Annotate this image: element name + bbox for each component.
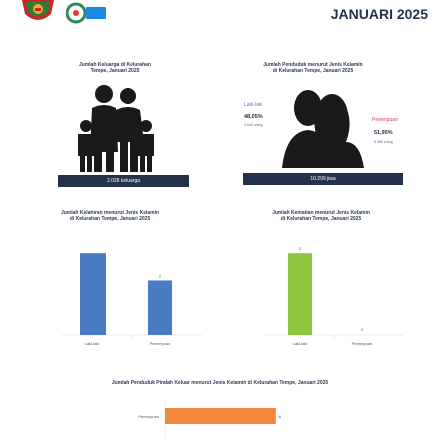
male-percent: 48,05% — [244, 114, 263, 120]
female-label: Perempuan — [372, 117, 398, 123]
deaths-caption-line1: Jumlah Kematian menurut Jenis Kelamin — [272, 210, 370, 216]
births-bar-female — [148, 280, 172, 335]
families-caption-line2: Tempe, Januari 2025 — [90, 68, 140, 74]
migration-bar-female — [165, 408, 276, 424]
deaths-caption: Jumlah Kematian menurut Jenis Kelamin di… — [236, 210, 406, 222]
male-female-silhouette-icon — [282, 90, 364, 168]
deaths-bar-male — [288, 253, 312, 335]
migration-value-label: 6 — [279, 414, 282, 419]
population-caption-line2: di Kelurahan Tempe, Januari 2025 — [272, 68, 354, 74]
desa-cantik-icon — [65, 2, 106, 24]
population-caption-line1: Jumlah Penduduk menurut Jenis Kelamin — [263, 62, 363, 68]
births-caption-line1: Jumlah Kelahiran menurut Jenis Kelamin — [60, 210, 160, 216]
migration-chart: Perempuan 6 — [138, 400, 282, 440]
deaths-chart: 2 0 Laki-laki Perempuan — [264, 246, 404, 346]
families-caption: Jumlah Keluarga di Kelurahan Tempe, Janu… — [40, 62, 190, 74]
families-caption-line1: Jumlah Keluarga di Kelurahan — [79, 62, 151, 68]
births-caption-line2: di Kelurahan Tempe, Januari 2025 — [69, 216, 151, 222]
deaths-value-label-male: 2 — [299, 246, 302, 251]
male-count: 4.949 orang — [244, 123, 263, 127]
deaths-x-label-male: Laki-laki — [293, 341, 308, 346]
births-x-label-female: Perempuan — [150, 341, 171, 346]
migration-caption: Jumlah Penduduk Pindah Keluar menurut Je… — [111, 380, 329, 386]
government-emblem-icon — [22, 0, 54, 20]
female-count: 5.350 orang — [374, 140, 393, 144]
deaths-caption-line2: di Kelurahan Tempe, Januari 2025 — [280, 216, 362, 222]
desa-cantik-logo — [65, 2, 108, 24]
births-bar-male — [80, 253, 106, 335]
page-title: JANUARI 2025 — [330, 6, 428, 22]
female-percent: 51,95% — [374, 130, 393, 136]
births-x-label-male: Laki-laki — [85, 341, 100, 346]
births-value-label-female: 2 — [159, 273, 162, 278]
births-caption: Jumlah Kelahiran menurut Jenis Kelamin d… — [30, 210, 190, 222]
deaths-value-label-female: 0 — [361, 327, 364, 332]
population-total-bar: 10.299 jiwa — [243, 173, 403, 185]
families-total-bar: 2.028 keluarga — [58, 175, 189, 187]
male-label: Laki-laki — [244, 102, 263, 108]
population-caption: Jumlah Penduduk menurut Jenis Kelamin di… — [228, 62, 398, 74]
deaths-x-label-female: Perempuan — [352, 341, 373, 346]
births-chart: 2 Laki-laki Perempuan — [62, 253, 202, 346]
family-icon — [78, 85, 154, 172]
migration-y-label: Perempuan — [138, 414, 159, 419]
